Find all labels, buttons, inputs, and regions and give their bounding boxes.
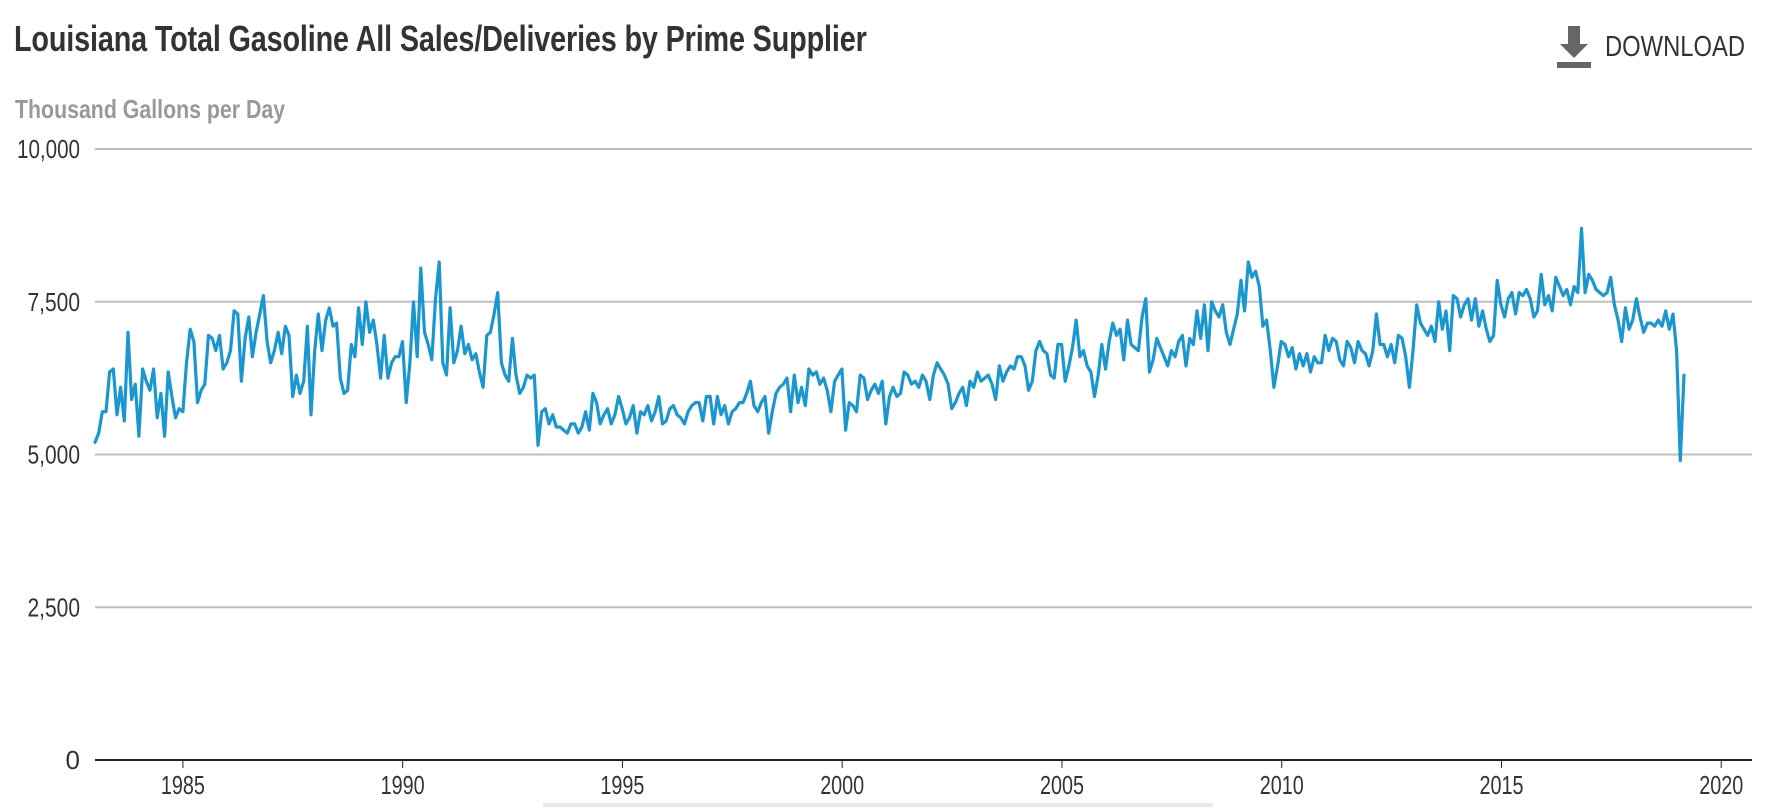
x-tick-label: 1985: [161, 770, 205, 800]
y-axis-labels: 0 2,500 5,000 7,500 10,000: [17, 134, 80, 775]
x-tick-label: 1995: [600, 770, 644, 800]
series-line[interactable]: [93, 226, 1686, 463]
download-button[interactable]: DOWNLOAD: [1557, 24, 1774, 70]
y-tick-label: 10,000: [17, 134, 80, 164]
gridlines: [95, 148, 1752, 761]
x-tick-label: 2005: [1040, 770, 1084, 800]
x-tick-label: 2015: [1479, 770, 1523, 800]
chart-title: Louisiana Total Gasoline All Sales/Deliv…: [14, 18, 867, 59]
x-tick-label: 2010: [1260, 770, 1304, 800]
x-axis-labels: 1985 1990 1995 2000 2005 2010 2015 2020: [161, 760, 1743, 800]
horizontal-scroll-track[interactable]: [543, 803, 1213, 807]
series-layer: [93, 226, 1686, 463]
x-tick-label: 2020: [1699, 770, 1743, 800]
x-tick-label: 2000: [820, 770, 864, 800]
y-tick-label: 0: [66, 745, 80, 775]
y-axis-unit-label: Thousand Gallons per Day: [15, 94, 286, 124]
download-label: DOWNLOAD: [1605, 30, 1746, 63]
y-tick-label: 7,500: [28, 287, 81, 317]
download-icon: [1557, 26, 1591, 68]
y-tick-label: 2,500: [28, 592, 81, 622]
x-tick-label: 1990: [381, 770, 425, 800]
y-tick-label: 5,000: [28, 440, 81, 470]
